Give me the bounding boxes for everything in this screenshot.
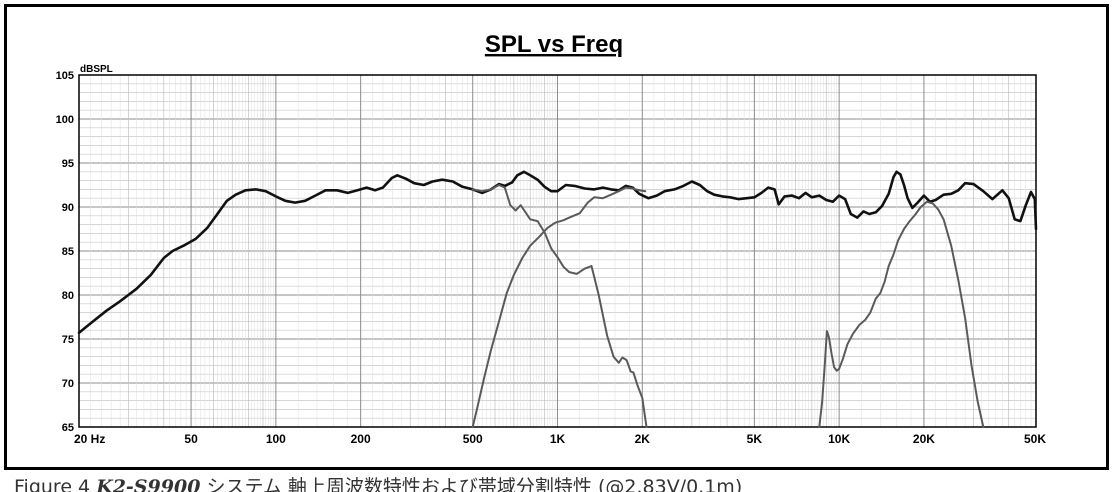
x-tick-label: 50K xyxy=(1024,432,1046,446)
x-tick-label: 20K xyxy=(913,432,935,446)
caption-suffix: システム 軸上周波数特性および帯域分割特性 (@2.83V/0.1m) xyxy=(200,476,743,492)
y-tick-label: 65 xyxy=(62,422,74,434)
x-tick-label: 20 Hz xyxy=(74,432,105,446)
x-tick-label: 2K xyxy=(635,432,651,446)
y-tick-label: 90 xyxy=(62,202,74,214)
series-line-3 xyxy=(471,186,647,428)
y-tick-label: 80 xyxy=(62,290,74,302)
series-line-4 xyxy=(818,200,985,428)
y-tick-label: 75 xyxy=(62,334,74,346)
x-tick-label: 100 xyxy=(266,432,286,446)
spl-vs-freq-chart: SPL vs Freq dBSPL 105 100 95 90 85 80 75 70 65 2… xyxy=(56,31,1047,446)
chart-title: SPL vs Freq xyxy=(485,31,623,58)
x-tick-label: 10K xyxy=(828,432,850,446)
x-tick-label: 1K xyxy=(550,432,566,446)
caption-prefix: Figure 4 xyxy=(14,476,97,492)
y-tick-label: 95 xyxy=(62,158,74,170)
x-tick-label: 50 xyxy=(184,432,198,446)
x-tick-label: 5K xyxy=(747,432,763,446)
caption-model: K2-S9900 xyxy=(96,476,201,492)
y-tick-labels: 105 100 95 90 85 80 75 70 65 xyxy=(56,70,74,434)
series-layer xyxy=(77,170,1038,428)
plot-border-rect xyxy=(78,74,1037,428)
series-line-1 xyxy=(77,170,1038,335)
figure-caption: Figure 4 K2-S9900 システム 軸上周波数特性および帯域分割特性 … xyxy=(14,470,1114,492)
plot-border xyxy=(78,74,1037,428)
y-tick-label: 100 xyxy=(56,114,74,126)
y-tick-label: 105 xyxy=(56,70,74,82)
x-tick-label: 200 xyxy=(351,432,371,446)
y-tick-label: 70 xyxy=(62,378,74,390)
series-line-2 xyxy=(471,184,648,428)
y-axis-label: dBSPL xyxy=(80,64,113,75)
x-tick-label: 500 xyxy=(463,432,483,446)
x-tick-labels: 20 Hz 50 100 200 500 1K 2K 5K 10K 20K 50K xyxy=(74,432,1046,446)
y-tick-label: 85 xyxy=(62,246,74,258)
grid-lines xyxy=(78,74,1037,428)
